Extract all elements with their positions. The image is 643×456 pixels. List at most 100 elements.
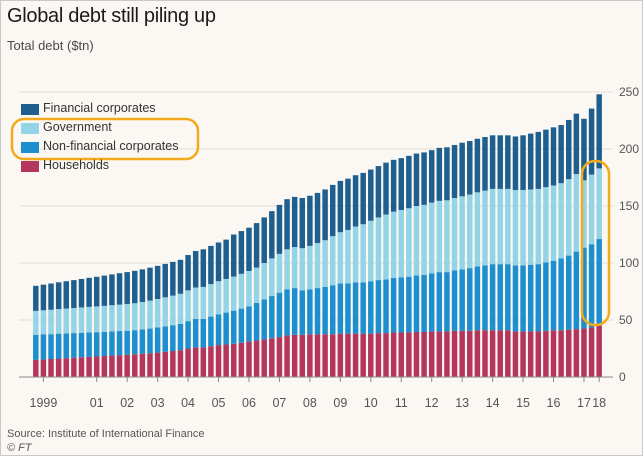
bar-segment-households bbox=[132, 354, 138, 377]
credit-note: © FT bbox=[7, 442, 32, 454]
bar-segment-government bbox=[337, 232, 344, 284]
bar-segment-government bbox=[78, 307, 85, 333]
bar-segment-financial bbox=[390, 159, 397, 212]
bar-segment-non_financial bbox=[116, 331, 123, 356]
bar-segment-government bbox=[238, 273, 245, 309]
bar-segment-non_financial bbox=[162, 326, 168, 352]
bar-segment-non_financial bbox=[307, 289, 313, 335]
bar-segment-non_financial bbox=[63, 333, 69, 359]
bar-segment-households bbox=[48, 358, 54, 377]
x-tick-label: 04 bbox=[181, 396, 195, 410]
bar-segment-non_financial bbox=[550, 260, 557, 331]
bar-segment-government bbox=[284, 249, 290, 290]
bar-segment-households bbox=[33, 359, 39, 377]
bar-segment-financial bbox=[467, 141, 473, 195]
bar-segment-financial bbox=[375, 166, 382, 218]
bar-segment-government bbox=[413, 206, 420, 276]
bar-segment-non_financial bbox=[512, 265, 519, 332]
bar-segment-households bbox=[116, 355, 123, 377]
bar-segment-financial bbox=[314, 192, 321, 244]
bar-segment-non_financial bbox=[390, 277, 397, 333]
bar-segment-government bbox=[527, 189, 534, 265]
bar-segment-government bbox=[497, 188, 503, 265]
bar-segment-financial bbox=[497, 135, 503, 189]
bar-segment-non_financial bbox=[177, 323, 184, 351]
bar-segment-non_financial bbox=[246, 306, 252, 342]
bar-segment-financial bbox=[596, 94, 602, 169]
bar-segment-government bbox=[246, 270, 252, 307]
bar-segment-non_financial bbox=[581, 247, 587, 329]
x-tick-label: 10 bbox=[364, 396, 378, 410]
bar-segment-non_financial bbox=[527, 264, 534, 332]
bar-segment-government bbox=[55, 309, 62, 334]
y-tick-label: 200 bbox=[619, 142, 639, 156]
bar-segment-non_financial bbox=[192, 318, 199, 348]
bar-segment-non_financial bbox=[101, 331, 108, 357]
bar-segment-households bbox=[101, 356, 108, 377]
bar-segment-non_financial bbox=[383, 279, 389, 334]
bar-segment-financial bbox=[40, 284, 47, 311]
bar-segment-households bbox=[550, 330, 557, 377]
legend-label: Non-financial corporates bbox=[43, 139, 179, 153]
bar-segment-non_financial bbox=[223, 312, 229, 345]
bar-segment-financial bbox=[299, 198, 306, 249]
bar-segment-government bbox=[566, 179, 572, 256]
bar-segment-financial bbox=[505, 135, 511, 189]
bar-segment-financial bbox=[421, 152, 427, 205]
bar-segment-government bbox=[451, 198, 458, 271]
bar-segment-government bbox=[276, 253, 283, 293]
bar-segment-non_financial bbox=[314, 288, 321, 335]
bar-segment-households bbox=[489, 330, 496, 377]
bar-segment-households bbox=[200, 347, 207, 377]
bar-segment-households bbox=[208, 346, 214, 377]
bar-segment-financial bbox=[185, 255, 191, 291]
x-tick-label: 02 bbox=[120, 396, 134, 410]
bar-segment-financial bbox=[154, 265, 161, 300]
bar-segment-households bbox=[276, 337, 283, 377]
bar-segment-non_financial bbox=[467, 268, 473, 331]
y-tick-label: 0 bbox=[619, 370, 626, 384]
legend-label: Households bbox=[43, 158, 110, 172]
bar-segment-non_financial bbox=[33, 334, 39, 360]
bar-segment-government bbox=[558, 183, 564, 259]
bar-segment-non_financial bbox=[573, 251, 580, 330]
bar-segment-households bbox=[63, 358, 69, 377]
bar-segment-non_financial bbox=[291, 288, 298, 335]
bar-segment-non_financial bbox=[139, 329, 146, 354]
x-tick-label: 09 bbox=[333, 396, 347, 410]
bar-segment-households bbox=[596, 325, 602, 377]
bar-segment-financial bbox=[444, 147, 450, 201]
bar-segment-households bbox=[177, 350, 184, 377]
bar-segment-households bbox=[573, 329, 580, 377]
bar-segment-households bbox=[467, 330, 473, 377]
bar-segment-households bbox=[71, 357, 77, 377]
legend-swatch bbox=[21, 104, 39, 115]
bar-segment-non_financial bbox=[55, 333, 62, 359]
bar-segment-households bbox=[444, 331, 450, 377]
y-tick-label: 100 bbox=[619, 256, 639, 270]
bar-segment-households bbox=[215, 345, 222, 377]
bar-segment-non_financial bbox=[436, 272, 443, 332]
bar-segment-government bbox=[93, 306, 100, 333]
bar-segment-government bbox=[40, 310, 47, 335]
bar-segment-non_financial bbox=[474, 266, 481, 331]
bar-segment-households bbox=[505, 330, 511, 377]
legend-label: Government bbox=[43, 120, 112, 134]
bar-segment-households bbox=[459, 330, 465, 377]
bar-segment-government bbox=[329, 236, 336, 286]
bar-segment-households bbox=[375, 333, 382, 377]
bar-segment-households bbox=[566, 329, 572, 377]
bar-segment-government bbox=[170, 295, 176, 326]
bar-segment-financial bbox=[33, 285, 39, 311]
bar-segment-financial bbox=[527, 133, 534, 190]
bar-segment-households bbox=[543, 330, 549, 377]
bar-segment-households bbox=[307, 334, 313, 377]
bar-segment-financial bbox=[558, 125, 564, 184]
bar-segment-non_financial bbox=[124, 330, 130, 355]
bar-segment-non_financial bbox=[48, 334, 54, 359]
bar-segment-government bbox=[177, 293, 184, 324]
bar-segment-households bbox=[192, 347, 199, 377]
bar-segment-households bbox=[329, 334, 336, 377]
x-tick-label: 07 bbox=[272, 396, 286, 410]
bar-segment-financial bbox=[284, 199, 290, 250]
